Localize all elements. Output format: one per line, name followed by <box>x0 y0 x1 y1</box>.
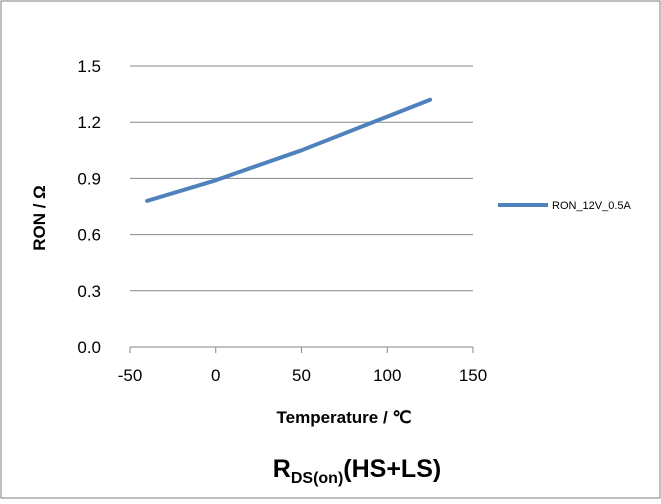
y-tick-label: 0.6 <box>77 226 101 245</box>
x-tick-label: 100 <box>373 366 401 385</box>
y-tick-label: 1.5 <box>77 57 101 76</box>
x-axis-label: Temperature / ℃ <box>277 408 412 427</box>
legend-label: RON_12V_0.5A <box>552 200 632 212</box>
chart-title-subscript: DS(on) <box>291 470 343 487</box>
x-tick-label: 50 <box>292 366 311 385</box>
y-tick-label: 1.2 <box>77 113 101 132</box>
chart-title-main: R <box>273 455 291 483</box>
y-tick-label: 0.3 <box>77 282 101 301</box>
x-tick-label: -50 <box>118 366 143 385</box>
y-axis-label: RON / Ω <box>30 185 49 251</box>
x-tick-label: 150 <box>459 366 487 385</box>
x-tick-label: 0 <box>211 366 220 385</box>
y-tick-label: 0.0 <box>77 338 101 357</box>
y-tick-label: 0.9 <box>77 169 101 188</box>
chart-title-rest: (HS+LS) <box>343 455 441 483</box>
